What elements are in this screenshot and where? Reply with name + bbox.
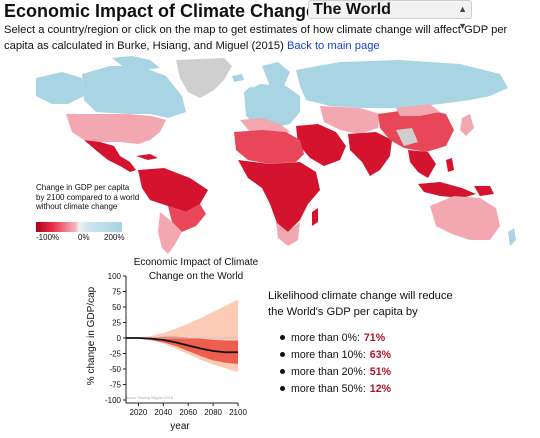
probability-intro-line2: the World's GDP per capita by (268, 306, 418, 318)
map-region-southern-africa[interactable] (276, 222, 300, 246)
probability-value: 51% (369, 366, 391, 378)
probability-list: more than 0%: 71% more than 10%: 63% more … (280, 330, 391, 398)
bullet-icon (280, 334, 285, 340)
legend-ticks: -100% 0% 200% (36, 233, 136, 243)
chart-title-line2: Change on the World (148, 271, 244, 282)
page-description: Select a country/region or click on the … (4, 22, 536, 54)
map-region-russia[interactable] (296, 60, 508, 108)
bullet-icon (280, 368, 285, 374)
series-line (126, 337, 238, 354)
map-region-indonesia[interactable] (418, 182, 476, 198)
map-region-papua[interactable] (474, 186, 494, 196)
legend-min-label: -100% (36, 233, 60, 242)
chevron-updown-icon: ▲ ▼ (458, 4, 467, 31)
map-region-middle-east[interactable] (296, 124, 346, 166)
map-region-no-data-asia[interactable] (396, 128, 418, 146)
map-legend: Change in GDP per capita by 2100 compare… (36, 183, 140, 242)
map-region-scandinavia[interactable] (262, 62, 290, 86)
legend-title-line3: without climate change (36, 202, 118, 211)
chart-title-line1: Economic Impact of Climate (133, 257, 259, 268)
list-item: more than 0%: 71% (280, 330, 391, 347)
x-tick-label: 2100 (229, 408, 247, 417)
map-region-china[interactable] (378, 108, 454, 152)
x-tick-label: 2080 (204, 408, 222, 417)
map-region-sub-saharan-africa[interactable] (238, 160, 320, 232)
map-region-uk[interactable] (246, 86, 254, 102)
map-region-caribbean[interactable] (136, 154, 158, 160)
world-map[interactable] (0, 54, 540, 254)
y-tick-label: 75 (112, 288, 121, 297)
y-tick-label: 50 (112, 303, 121, 312)
map-region-alaska[interactable] (36, 72, 84, 104)
map-region-southern-cone[interactable] (158, 212, 182, 254)
map-region-south-america-north[interactable] (138, 168, 208, 212)
map-region-madagascar[interactable] (312, 208, 318, 226)
map-region-philippines[interactable] (446, 158, 454, 172)
probability-value: 63% (369, 349, 391, 361)
legend-title-line1: Change in GDP per capita (36, 183, 130, 192)
y-tick-label: -75 (109, 381, 121, 390)
x-tick-label: 2060 (179, 408, 197, 417)
bullet-icon (280, 351, 285, 357)
map-region-usa[interactable] (66, 114, 166, 144)
map-region-australia[interactable] (430, 196, 500, 240)
back-to-main-link[interactable]: Back to main page (286, 40, 380, 52)
map-region-mexico-central-america[interactable] (84, 140, 136, 172)
probability-label: more than 20%: (291, 366, 366, 378)
probability-value: 12% (369, 383, 391, 395)
chart-watermark: Burke Hsiang Miguel 2015 (126, 395, 174, 400)
region-select-value: The World (313, 1, 391, 18)
legend-mid-label: 0% (78, 233, 90, 242)
list-item: more than 10%: 63% (280, 347, 391, 364)
list-item: more than 50%: 12% (280, 381, 391, 398)
probability-label: more than 50%: (291, 383, 366, 395)
map-region-north-africa[interactable] (234, 130, 304, 164)
bullet-icon (280, 385, 285, 391)
uncertainty-band-inner (126, 336, 238, 365)
probability-label: more than 0%: (291, 332, 360, 344)
y-tick-label: 25 (112, 319, 121, 328)
map-region-europe[interactable] (244, 84, 300, 128)
map-region-new-zealand[interactable] (508, 228, 516, 246)
map-region-greenland[interactable] (176, 58, 232, 98)
probability-value: 71% (363, 332, 386, 344)
probability-label: more than 10%: (291, 349, 366, 361)
map-region-japan[interactable] (460, 114, 474, 136)
map-region-canada[interactable] (82, 66, 186, 118)
y-tick-label: -100 (105, 396, 122, 405)
y-tick-label: -50 (109, 365, 121, 374)
map-region-iceland[interactable] (232, 74, 244, 82)
x-tick-label: 2020 (130, 408, 148, 417)
map-region-south-asia[interactable] (348, 132, 392, 176)
y-tick-label: -25 (109, 350, 121, 359)
page-title: Economic Impact of Climate Change on (4, 1, 344, 21)
map-region-mongolia[interactable] (396, 104, 440, 116)
probability-intro: Likelihood climate change will reduce th… (268, 288, 453, 320)
legend-max-label: 200% (104, 233, 125, 242)
map-region-brazil[interactable] (168, 204, 206, 232)
legend-title-line2: by 2100 compared to a world (36, 192, 140, 202)
map-region-central-asia[interactable] (320, 106, 380, 134)
header: Economic Impact of Climate Change on The… (4, 0, 536, 31)
region-select[interactable]: The World ▲ ▼ (308, 0, 472, 31)
legend-color-bar (36, 222, 122, 232)
description-text: Select a country/region or click on the … (4, 24, 508, 52)
map-region-southeast-asia[interactable] (408, 150, 436, 178)
chart-title: Economic Impact of Climate Change on the… (116, 256, 276, 284)
list-item: more than 20%: 51% (280, 364, 391, 381)
chart-y-axis-label: % change in GDP/cap (86, 286, 97, 385)
chart-x-axis-label: year (170, 421, 190, 432)
y-tick-label: 100 (108, 272, 122, 281)
map-region-arctic-islands[interactable] (112, 56, 160, 70)
x-tick-label: 2040 (154, 408, 172, 417)
y-tick-label: 0 (117, 334, 122, 343)
impact-chart: % change in GDP/cap year Burke Hsiang Mi… (86, 272, 247, 432)
probability-intro-line1: Likelihood climate change will reduce (268, 290, 453, 302)
